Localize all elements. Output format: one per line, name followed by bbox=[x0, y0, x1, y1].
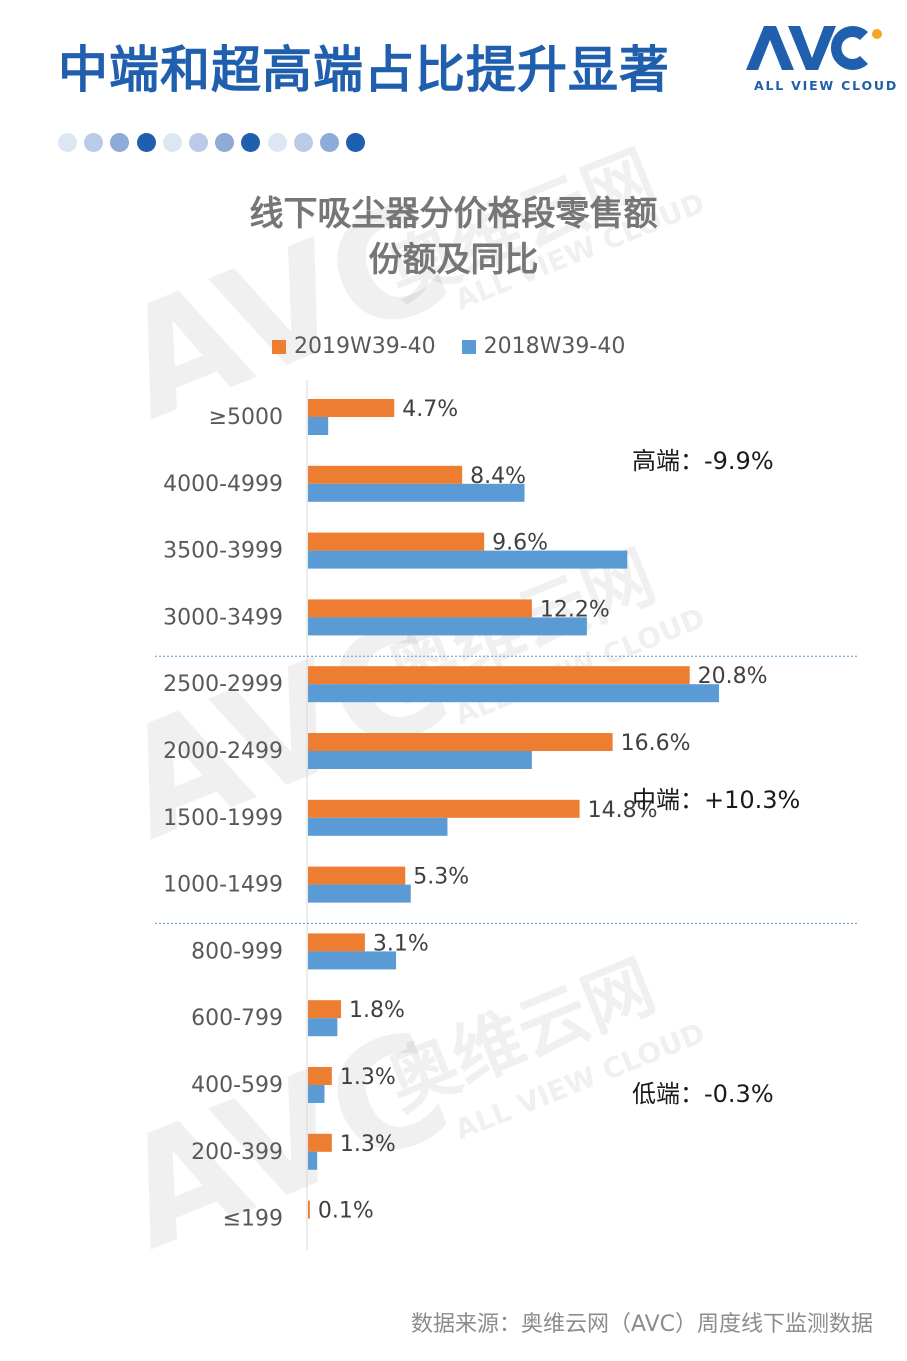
annotation-mid-end: 中端：+10.3% bbox=[632, 786, 801, 814]
data-label-2019: 1.3% bbox=[340, 1132, 396, 1157]
data-label-2019: 1.8% bbox=[349, 998, 405, 1023]
bar-2018 bbox=[308, 884, 411, 903]
logo-text: ALL VIEW CLOUD bbox=[754, 78, 899, 93]
bar-2018 bbox=[308, 684, 720, 703]
bar-2019 bbox=[308, 799, 580, 818]
dot-2 bbox=[110, 133, 130, 152]
legend-label-2019: 2019W39-40 bbox=[294, 334, 436, 359]
category-label: ≥5000 bbox=[209, 405, 283, 430]
bar-2019 bbox=[308, 399, 395, 417]
chart-title-line2: 份额及同比 bbox=[368, 240, 539, 280]
category-label: 200-399 bbox=[191, 1140, 283, 1165]
bar-2018 bbox=[308, 617, 587, 636]
dot-0 bbox=[58, 133, 77, 152]
data-source: 数据来源：奥维云网（AVC）周度线下监测数据 bbox=[410, 1312, 873, 1337]
category-label: 3000-3499 bbox=[163, 605, 283, 630]
bar-2018 bbox=[308, 1018, 338, 1037]
category-label: 600-799 bbox=[191, 1006, 283, 1031]
dot-7 bbox=[241, 133, 261, 152]
bar-2018 bbox=[308, 483, 525, 502]
bar-2018 bbox=[308, 817, 448, 836]
category-label: ≤199 bbox=[223, 1207, 283, 1232]
data-label-2019: 5.3% bbox=[413, 865, 469, 890]
dot-8 bbox=[267, 133, 287, 152]
dot-3 bbox=[136, 133, 156, 152]
data-label-2019: 0.1% bbox=[318, 1199, 374, 1224]
data-label-2019: 12.2% bbox=[540, 597, 610, 622]
bar-2018 bbox=[308, 417, 329, 435]
dot-11 bbox=[346, 133, 366, 152]
page-title: 中端和超高端占比提升显著 bbox=[58, 41, 670, 99]
category-label: 1000-1499 bbox=[163, 873, 283, 898]
category-label: 400-599 bbox=[191, 1073, 283, 1098]
bar-2018 bbox=[308, 1151, 318, 1170]
legend-swatch-2018 bbox=[461, 339, 476, 354]
data-label-2019: 8.4% bbox=[470, 464, 526, 489]
data-label-2019: 4.7% bbox=[402, 397, 458, 422]
data-label-2019: 16.6% bbox=[621, 731, 691, 756]
dot-4 bbox=[162, 133, 182, 152]
dot-5 bbox=[188, 133, 208, 152]
bar-2019 bbox=[308, 733, 613, 751]
category-label: 3500-3999 bbox=[163, 539, 283, 564]
annotation-high-end: 高端：-9.9% bbox=[632, 447, 774, 475]
legend-item-2019: 2019W39-40 bbox=[272, 334, 436, 359]
bar-2018 bbox=[308, 1085, 325, 1103]
decorative-dots bbox=[58, 133, 366, 152]
dot-6 bbox=[215, 133, 235, 152]
data-label-2019: 9.6% bbox=[492, 531, 548, 556]
bar-2019 bbox=[308, 933, 365, 952]
avc-logo bbox=[746, 26, 882, 70]
category-label: 1500-1999 bbox=[163, 806, 283, 831]
chart-title-line1: 线下吸尘器分价格段零售额 bbox=[249, 194, 658, 234]
legend-label-2018: 2018W39-40 bbox=[483, 334, 626, 359]
dot-9 bbox=[293, 133, 313, 152]
category-label: 800-999 bbox=[191, 939, 283, 964]
legend-swatch-2019 bbox=[272, 339, 286, 354]
legend-item-2018: 2018W39-40 bbox=[461, 334, 626, 359]
data-label-2019: 1.3% bbox=[340, 1065, 396, 1090]
dot-1 bbox=[84, 133, 104, 152]
data-label-2019: 20.8% bbox=[698, 664, 768, 689]
category-label: 2000-2499 bbox=[163, 739, 283, 764]
data-label-2019: 3.1% bbox=[373, 931, 429, 956]
category-label: 4000-4999 bbox=[163, 472, 283, 497]
bar-2018 bbox=[308, 951, 397, 970]
bar-2019 bbox=[308, 599, 532, 618]
category-label: 2500-2999 bbox=[163, 672, 283, 697]
bar-2019 bbox=[308, 1067, 332, 1085]
bar-2018 bbox=[308, 751, 532, 769]
bar-2019 bbox=[308, 1000, 342, 1019]
bar-2019 bbox=[308, 532, 485, 551]
chart-legend: 2019W39-40 2018W39-40 bbox=[272, 334, 651, 359]
data-label-2019: 14.8% bbox=[588, 798, 658, 823]
bar-2019 bbox=[308, 1200, 310, 1219]
bar-2019 bbox=[308, 666, 690, 685]
bar-2019 bbox=[308, 866, 406, 885]
dot-10 bbox=[319, 133, 339, 152]
bar-2019 bbox=[308, 465, 463, 484]
annotation-low-end: 低端：-0.3% bbox=[632, 1080, 774, 1108]
bar-2019 bbox=[308, 1133, 332, 1152]
bar-2018 bbox=[308, 550, 628, 569]
